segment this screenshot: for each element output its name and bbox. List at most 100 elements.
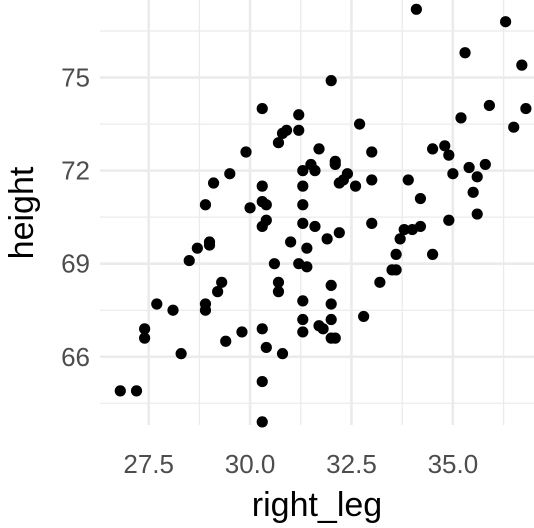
scatter-point xyxy=(191,242,203,254)
y-tick-label: 72 xyxy=(61,156,90,186)
scatter-point xyxy=(455,112,467,124)
scatter-point xyxy=(260,341,272,354)
scatter-point xyxy=(297,180,309,192)
scatter-point xyxy=(183,254,195,267)
scatter-point xyxy=(151,298,163,310)
scatter-point xyxy=(447,168,459,180)
scatter-point xyxy=(272,276,285,288)
scatter-point xyxy=(297,295,309,307)
scatter-point xyxy=(297,199,309,211)
scatter-point xyxy=(516,59,528,71)
scatter-point xyxy=(414,192,427,205)
scatter-point xyxy=(114,385,126,397)
x-tick-label: 32.5 xyxy=(326,449,377,479)
scatter-point xyxy=(313,143,325,155)
scatter-point xyxy=(212,286,224,298)
scatter-point xyxy=(500,16,512,28)
scatter-point xyxy=(414,220,427,233)
scatter-point xyxy=(301,242,313,254)
scatter-point xyxy=(349,180,362,192)
scatter-point xyxy=(317,323,329,335)
scatter-point xyxy=(390,264,402,276)
scatter-point xyxy=(293,124,305,136)
x-tick-label: 35.0 xyxy=(428,449,479,479)
scatter-point xyxy=(256,375,268,388)
scatter-point xyxy=(175,348,187,360)
scatter-point xyxy=(139,332,151,344)
scatter-point xyxy=(443,214,455,226)
scatter-point xyxy=(309,220,321,233)
scatter-point xyxy=(236,326,248,338)
scatter-point xyxy=(402,174,414,186)
scatter-point xyxy=(325,75,337,87)
scatter-point xyxy=(293,109,305,121)
scatter-point xyxy=(260,199,272,211)
scatter-point xyxy=(341,168,354,180)
scatter-point xyxy=(398,223,410,236)
scatter-point xyxy=(483,99,495,112)
scatter-point xyxy=(272,137,285,149)
scatter-point xyxy=(256,323,268,335)
y-tick-label: 75 xyxy=(61,63,90,93)
scatter-point xyxy=(329,155,341,167)
scatter-point xyxy=(426,143,439,155)
plot-background xyxy=(100,0,534,425)
scatter-point xyxy=(167,304,179,316)
y-axis-tick-labels: 66 69 72 75 xyxy=(61,63,90,372)
scatter-point xyxy=(297,313,309,326)
scatter-point xyxy=(333,227,345,239)
scatter-point xyxy=(329,332,341,344)
scatter-point xyxy=(479,158,491,171)
scatter-point xyxy=(321,233,333,245)
scatter-point xyxy=(358,310,370,323)
scatter-point xyxy=(325,298,337,310)
x-tick-label: 27.5 xyxy=(123,449,174,479)
scatter-point xyxy=(256,180,268,192)
scatter-point xyxy=(426,248,439,260)
scatter-point xyxy=(301,261,313,273)
data-points xyxy=(114,3,532,428)
y-axis-title: height xyxy=(3,166,41,259)
scatter-point xyxy=(459,47,471,59)
scatter-point xyxy=(390,248,402,260)
scatter-point xyxy=(410,3,422,15)
scatter-point xyxy=(268,258,281,270)
scatter-point xyxy=(276,348,289,360)
y-tick-label: 69 xyxy=(61,249,90,279)
scatter-point xyxy=(244,202,256,214)
scatter-point xyxy=(207,177,220,189)
scatter-point xyxy=(353,118,366,130)
scatter-point xyxy=(471,171,483,183)
scatter-point xyxy=(508,121,520,133)
scatter-point xyxy=(471,208,483,220)
scatter-point xyxy=(366,217,378,229)
x-axis-tick-labels: 27.5 30.0 32.5 35.0 xyxy=(123,449,478,479)
scatter-point xyxy=(394,233,406,245)
scatter-point xyxy=(467,186,479,198)
scatter-point xyxy=(139,323,151,335)
scatter-point xyxy=(325,313,337,326)
scatter-point xyxy=(439,140,451,152)
scatter-point xyxy=(224,168,236,180)
scatter-point xyxy=(280,124,293,136)
scatter-point xyxy=(285,236,297,248)
scatter-point xyxy=(240,146,252,158)
scatter-point xyxy=(130,385,143,397)
x-axis-title: right_leg xyxy=(252,486,382,524)
scatter-point xyxy=(256,102,268,115)
scatter-point xyxy=(260,214,272,226)
scatter-point xyxy=(220,335,232,347)
scatter-point xyxy=(520,102,532,115)
scatter-point xyxy=(366,174,378,186)
scatter-point xyxy=(297,165,309,177)
scatter-point xyxy=(463,161,475,174)
scatter-point xyxy=(199,199,212,211)
scatter-point xyxy=(374,276,386,288)
scatter-point xyxy=(297,326,309,338)
major-gridlines xyxy=(100,0,534,425)
scatter-point xyxy=(256,416,268,428)
scatter-point xyxy=(203,236,216,248)
scatter-point xyxy=(216,276,228,288)
scatter-point xyxy=(199,298,212,310)
